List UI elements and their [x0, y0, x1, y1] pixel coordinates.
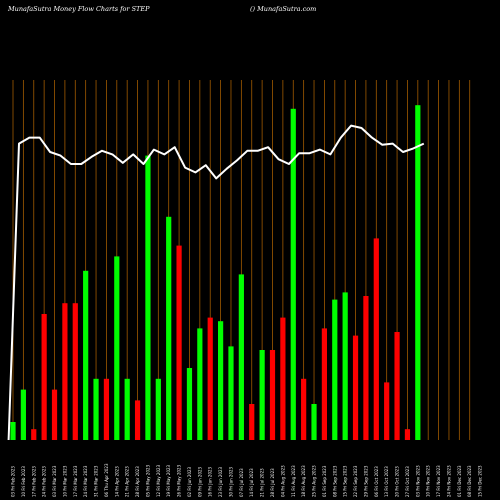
x-tick-label: 21 Fri Jul 2023 [260, 468, 265, 497]
x-tick-label: 21 Fri Apr 2023 [125, 466, 130, 497]
money-flow-bar [114, 256, 120, 440]
x-tick-label: 03 Fri Mar 2023 [52, 465, 57, 497]
x-tick-label: 02 Fri Jun 2023 [187, 466, 192, 497]
money-flow-bar [363, 296, 369, 440]
x-tick-label: 17 Fri Nov 2023 [436, 465, 441, 497]
money-flow-bar [10, 422, 16, 440]
x-tick-label: 25 Fri Aug 2023 [312, 465, 317, 497]
money-flow-bar [124, 378, 130, 440]
x-tick-label: 26 Fri May 2023 [177, 464, 182, 497]
line-series [7, 124, 425, 441]
x-tick-label: 06 Thu Apr 2023 [104, 463, 109, 497]
money-flow-bar [404, 429, 411, 440]
x-tick-label: 07 Fri Jul 2023 [239, 468, 244, 497]
x-tick-label: 10 Fri Mar 2023 [62, 465, 67, 497]
money-flow-bar [352, 335, 359, 440]
money-flow-bar [176, 245, 182, 440]
x-tick-label: 10 Fri Nov 2023 [426, 465, 431, 497]
x-tick-label: 30 Fri Jun 2023 [228, 466, 233, 497]
money-flow-bar [20, 389, 26, 440]
x-tick-label: 15 Fri Sep 2023 [343, 465, 348, 497]
money-flow-line [7, 124, 425, 441]
x-tick-label: 14 Fri Jul 2023 [249, 468, 254, 497]
chart-title: MunafaSutra Money Flow Charts for STEP [7, 5, 150, 13]
x-tick-label: 11 Fri Aug 2023 [291, 465, 296, 497]
money-flow-bar [197, 328, 203, 440]
money-flow-bar [290, 108, 296, 441]
money-flow-bar [415, 105, 421, 440]
x-tick-label: 16 Fri Jun 2023 [208, 466, 213, 497]
x-tick-label: 17 Fri Mar 2023 [73, 465, 78, 497]
money-flow-bar [259, 350, 265, 440]
x-tick-label: 01 Fri Dec 2023 [457, 465, 462, 497]
money-flow-bar [166, 216, 172, 440]
x-tick-label: 31 Fri Mar 2023 [94, 465, 99, 497]
money-flow-bar [62, 303, 68, 440]
x-tick-label: 15 Fri Dec 2023 [478, 465, 483, 497]
money-flow-bar [134, 400, 141, 440]
money-flow-bar [301, 378, 307, 440]
x-tick-label: 22 Fri Sep 2023 [353, 465, 358, 497]
money-flow-bar [384, 382, 390, 440]
money-flow-bar [238, 274, 244, 440]
x-tick-label: 18 Fri Aug 2023 [301, 465, 306, 497]
x-tick-label: 13 Fri Oct 2023 [384, 466, 389, 497]
x-tick-label: 28 Fri Jul 2023 [270, 468, 275, 497]
x-tick-label: 06 Fri Oct 2023 [374, 466, 379, 497]
money-flow-bar [186, 368, 193, 440]
x-tick-label: 23 Fri Jun 2023 [218, 466, 223, 497]
money-flow-bar [103, 378, 110, 440]
money-flow-bar [207, 317, 213, 440]
x-tick-label: 12 Fri May 2023 [156, 464, 161, 497]
x-tick-label: 24 Fri Nov 2023 [446, 465, 451, 497]
watermark-text: () MunafaSutra.com [250, 5, 316, 13]
x-tick-label: 01 Fri Sep 2023 [322, 465, 327, 497]
money-flow-bar [72, 303, 78, 440]
x-tick-label: 14 Fri Apr 2023 [114, 466, 119, 497]
money-flow-bar [155, 378, 161, 440]
x-tick-label: 27 Fri Oct 2023 [405, 466, 410, 497]
money-flow-bar [249, 404, 255, 440]
x-tick-label: 20 Fri Oct 2023 [395, 466, 400, 497]
x-tick-label: 05 Fri May 2023 [145, 464, 150, 497]
money-flow-bar [311, 404, 317, 440]
x-tick-label: 08 Fri Dec 2023 [467, 465, 472, 497]
x-tick-label: 24 Fri Feb 2023 [42, 466, 47, 497]
bar-series [10, 105, 421, 441]
x-tick-label: 03 Fri Nov 2023 [415, 465, 420, 497]
x-tick-label: 09 Fri Jun 2023 [197, 466, 202, 497]
money-flow-bar [145, 155, 151, 440]
x-axis-tick-labels: 03 Fri Feb 2023 10 Fri Feb 2023 17 Fri Feb… [11, 463, 483, 497]
money-flow-bar [228, 346, 234, 440]
money-flow-bar [31, 429, 37, 440]
money-flow-bar [93, 378, 99, 440]
x-tick-label: 04 Fri Aug 2023 [280, 465, 285, 497]
money-flow-bar [83, 270, 89, 440]
x-tick-label: 10 Fri Feb 2023 [21, 466, 26, 497]
x-tick-label: 17 Fri Feb 2023 [31, 466, 36, 497]
money-flow-bar [373, 238, 379, 440]
money-flow-bar [394, 332, 400, 440]
money-flow-bar [321, 328, 327, 440]
x-tick-label: 29 Fri Sep 2023 [363, 465, 368, 497]
x-tick-label: 19 Fri May 2023 [166, 464, 171, 497]
money-flow-bar [269, 350, 276, 440]
money-flow-bar [280, 317, 286, 440]
money-flow-bar [342, 292, 348, 440]
money-flow-bar [218, 321, 224, 440]
x-tick-label: 28 Fri Apr 2023 [135, 466, 140, 497]
money-flow-bar [41, 314, 47, 440]
x-tick-label: 03 Fri Feb 2023 [11, 466, 16, 497]
money-flow-bar [51, 389, 58, 440]
x-tick-label: 24 Fri Mar 2023 [83, 465, 88, 497]
x-tick-label: 08 Fri Sep 2023 [332, 465, 337, 497]
money-flow-bar [332, 299, 338, 440]
